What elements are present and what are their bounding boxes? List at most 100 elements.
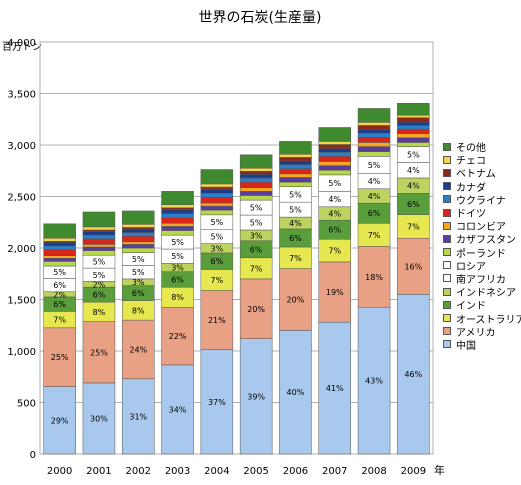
data-label: 4% — [289, 219, 302, 228]
bar-segment — [279, 173, 312, 178]
x-tick-label: 2000 — [47, 466, 72, 477]
legend-item: コロンビア — [443, 219, 521, 234]
bar-segment — [397, 117, 430, 123]
legend-item: インド — [443, 298, 521, 312]
data-label: 20% — [247, 305, 265, 314]
data-label: 5% — [53, 268, 66, 277]
data-label: 5% — [132, 255, 145, 264]
bar-segment — [397, 125, 430, 130]
legend-item: ドイツ — [443, 206, 521, 220]
data-label: 4% — [368, 192, 381, 201]
bar-segment — [357, 132, 391, 138]
bar-segment — [122, 247, 155, 253]
legend-label: ロシア — [456, 261, 486, 273]
bar-segment — [161, 207, 194, 211]
bar-segment — [239, 171, 273, 175]
data-label: 16% — [404, 262, 422, 271]
y-tick-label: 2,000 — [7, 244, 36, 255]
data-label: 6% — [368, 209, 381, 218]
data-label: 19% — [326, 288, 344, 297]
bar-segment — [318, 169, 351, 176]
bar-segment — [397, 142, 430, 147]
bar-segment — [357, 108, 391, 123]
bar-segment — [122, 228, 155, 233]
data-label: 5% — [250, 219, 263, 228]
legend-item: ロシア — [443, 259, 521, 273]
data-label: 5% — [368, 161, 381, 170]
data-label: 29% — [51, 416, 69, 425]
bar-segment — [239, 154, 273, 169]
legend-swatch — [443, 300, 451, 309]
legend-item: ウクライナ — [443, 193, 521, 207]
x-tick-label: 2006 — [283, 466, 308, 477]
data-label: 40% — [287, 388, 305, 397]
data-label: 6% — [132, 289, 145, 298]
bar-segment — [279, 168, 312, 175]
data-label: 4% — [368, 177, 381, 186]
bar-segment — [318, 321, 351, 455]
data-label: 8% — [93, 308, 106, 317]
data-label: 34% — [169, 405, 187, 414]
bar-segment — [122, 241, 155, 245]
data-label: 21% — [208, 316, 226, 325]
data-label: 5% — [289, 190, 302, 199]
legend-item: カザフスタン — [443, 232, 521, 246]
data-label: 5% — [210, 232, 223, 241]
y-tick-label: 3,500 — [7, 90, 36, 101]
bar-segment — [122, 378, 155, 455]
bar-segment — [239, 191, 273, 196]
data-label: 7% — [250, 264, 263, 273]
data-label: 5% — [93, 258, 106, 267]
bar-segment — [279, 157, 312, 162]
data-label: 30% — [90, 414, 108, 423]
bar-segment — [200, 205, 234, 211]
bar-segment — [43, 327, 76, 387]
data-label: 6% — [407, 200, 420, 209]
legend-label: ポーランド — [456, 248, 506, 260]
bar-segment — [279, 181, 312, 187]
bar-segment — [43, 261, 76, 267]
data-label: 7% — [407, 222, 420, 231]
y-tick-label: 4,000 — [7, 38, 36, 49]
y-tick-label: 1,500 — [7, 296, 36, 307]
bar-segment — [397, 103, 430, 116]
bar-segment — [200, 186, 234, 190]
y-tick-label: 0 — [30, 450, 36, 461]
bar-segment — [357, 142, 391, 147]
data-label: 20% — [287, 296, 305, 305]
bar-segment — [122, 224, 155, 228]
bar-segment — [279, 177, 312, 183]
legend-label: カナダ — [456, 182, 486, 194]
bar-segment — [161, 230, 194, 236]
legend-label: コロンビア — [456, 222, 506, 234]
data-label: 41% — [326, 384, 344, 393]
bar-segment — [43, 249, 76, 256]
data-label: 37% — [208, 398, 226, 407]
x-tick-label: 2008 — [361, 466, 386, 477]
bar-segment — [200, 189, 234, 194]
bar-segment — [82, 250, 116, 256]
legend-swatch — [443, 248, 451, 257]
legend-swatch — [443, 182, 451, 191]
bar-segment — [357, 306, 391, 455]
x-tick-label: 2005 — [243, 466, 268, 477]
data-label: 4% — [407, 166, 420, 175]
bar-segment — [318, 156, 351, 162]
bar-segment — [122, 244, 155, 249]
legend-label: 南アフリカ — [456, 274, 506, 286]
legend-label: オーストラリア — [456, 314, 521, 326]
legend-swatch — [443, 274, 451, 283]
data-label: 5% — [171, 238, 184, 247]
data-label: 7% — [328, 247, 341, 256]
bar-segment — [357, 146, 391, 152]
bar-segment — [279, 160, 312, 165]
data-label: 4% — [328, 195, 341, 204]
data-label: 6% — [328, 226, 341, 235]
bar-segment — [200, 183, 234, 188]
data-label: 18% — [365, 273, 383, 282]
legend-swatch — [443, 168, 451, 177]
data-label: 2% — [53, 290, 66, 299]
legend-label: ウクライナ — [456, 195, 506, 207]
bar-segment — [279, 268, 312, 331]
